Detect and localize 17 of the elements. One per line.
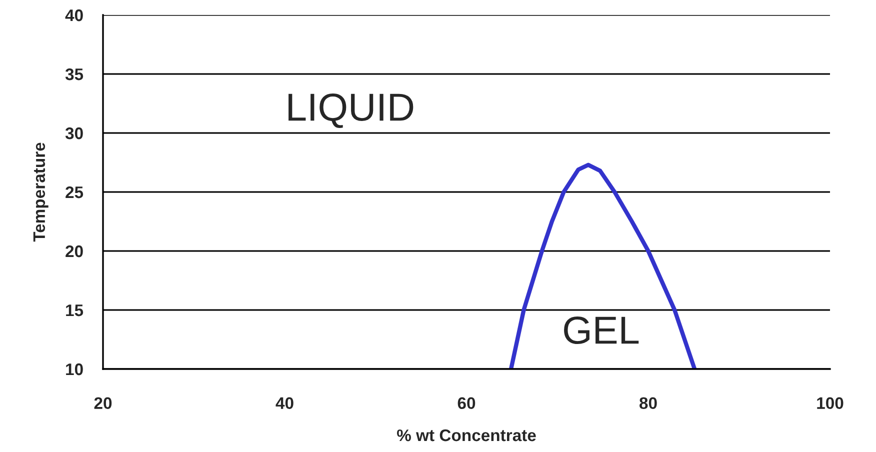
line-series [508,162,697,369]
x-tick-label: 40 [276,397,294,410]
x-axis-title: % wt Concentrate [397,429,536,442]
y-tick-label: 35 [65,68,84,80]
y-tick-label: 25 [66,186,84,198]
annotation: LIQUID [288,93,414,128]
y-tick-label: 15 [66,304,84,316]
x-tick-label: 100 [817,397,844,410]
y-tick-label: 20 [66,245,83,258]
y-axis-title: Temperature [33,142,48,242]
x-tick-label: 80 [640,397,657,410]
annotation: GEL [564,316,639,344]
x-tick-label: 60 [458,397,476,410]
x-tick-label: 20 [94,397,112,410]
y-tick-label: 40 [65,9,83,22]
y-tick-label: 10 [66,363,83,376]
y-tick-label: 30 [65,127,83,140]
